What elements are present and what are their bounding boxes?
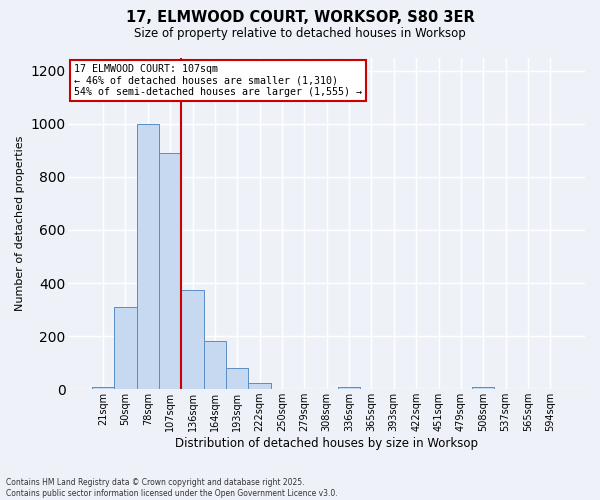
X-axis label: Distribution of detached houses by size in Worksop: Distribution of detached houses by size … bbox=[175, 437, 478, 450]
Bar bbox=[181, 290, 204, 389]
Text: 17, ELMWOOD COURT, WORKSOP, S80 3ER: 17, ELMWOOD COURT, WORKSOP, S80 3ER bbox=[125, 10, 475, 25]
Bar bbox=[137, 124, 159, 389]
Bar bbox=[159, 153, 181, 389]
Bar bbox=[92, 386, 114, 389]
Bar bbox=[472, 386, 494, 389]
Text: Size of property relative to detached houses in Worksop: Size of property relative to detached ho… bbox=[134, 28, 466, 40]
Bar bbox=[338, 386, 360, 389]
Text: Contains HM Land Registry data © Crown copyright and database right 2025.
Contai: Contains HM Land Registry data © Crown c… bbox=[6, 478, 338, 498]
Bar bbox=[114, 307, 137, 389]
Y-axis label: Number of detached properties: Number of detached properties bbox=[15, 136, 25, 311]
Bar bbox=[248, 382, 271, 389]
Bar bbox=[226, 368, 248, 389]
Text: 17 ELMWOOD COURT: 107sqm
← 46% of detached houses are smaller (1,310)
54% of sem: 17 ELMWOOD COURT: 107sqm ← 46% of detach… bbox=[74, 64, 362, 98]
Bar bbox=[204, 342, 226, 389]
